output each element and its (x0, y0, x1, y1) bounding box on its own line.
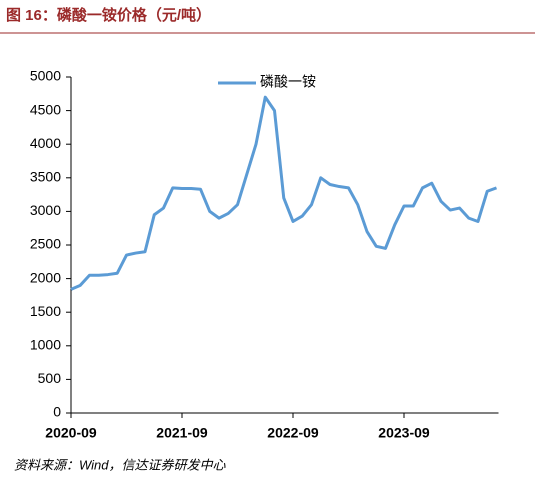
y-tick-label: 0 (53, 404, 61, 420)
data-line (70, 95, 498, 291)
y-tick-label: 5000 (30, 68, 61, 84)
legend-label: 磷酸一铵 (260, 74, 316, 90)
y-tick-label: 4500 (30, 101, 61, 117)
y-tick-label: 3000 (30, 202, 61, 218)
chart-title: 图 16：磷酸一铵价格（元/吨） (6, 6, 211, 24)
y-tick-label: 1000 (30, 337, 61, 353)
source-note: 资料来源：Wind，信达证券研发中心 (14, 457, 227, 472)
x-tick-label: 2021-09 (156, 425, 208, 441)
y-tick-label: 3500 (30, 169, 61, 185)
x-tick-label: 2023-09 (378, 425, 430, 441)
y-tick-label: 2000 (30, 269, 61, 285)
x-tick-label: 2022-09 (267, 425, 319, 441)
y-tick-label: 2500 (30, 236, 61, 252)
x-tick-label: 2020-09 (45, 425, 97, 441)
y-tick-label: 1500 (30, 303, 61, 319)
y-tick-label: 4000 (30, 135, 61, 151)
y-tick-label: 500 (38, 370, 62, 386)
